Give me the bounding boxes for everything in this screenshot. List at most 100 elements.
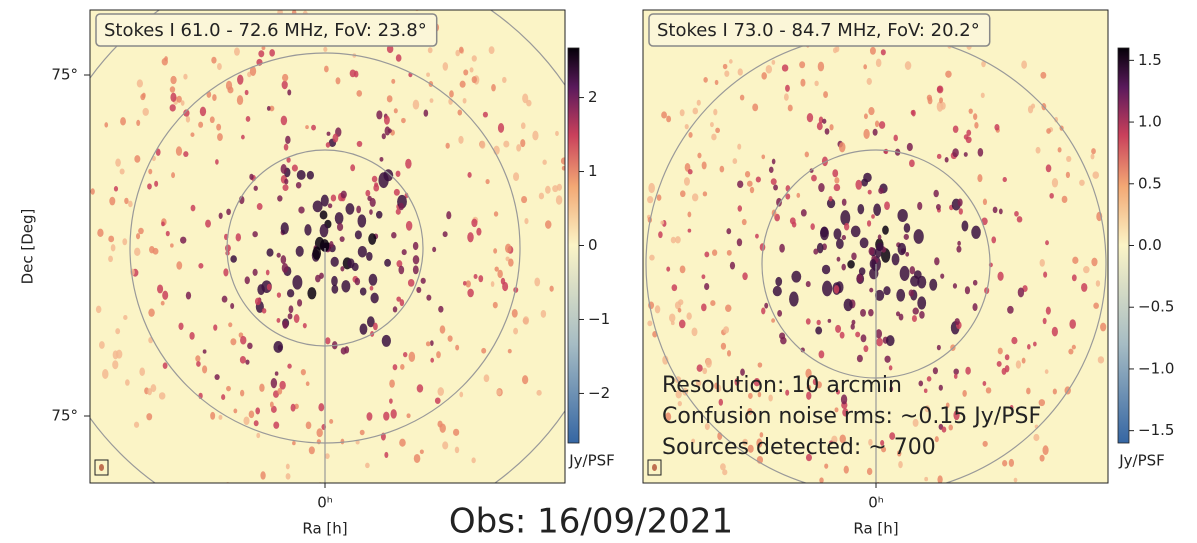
source: [392, 306, 398, 313]
source: [952, 283, 958, 289]
source: [372, 322, 378, 331]
source: [856, 354, 863, 363]
source: [269, 49, 275, 57]
source: [806, 384, 812, 391]
source: [257, 284, 265, 296]
source: [829, 124, 834, 131]
source: [1033, 341, 1037, 347]
source: [508, 258, 514, 267]
source: [282, 73, 289, 82]
source: [741, 218, 747, 226]
colorbar-tick-label: 1: [588, 162, 598, 180]
source: [324, 453, 330, 460]
source: [1068, 348, 1074, 355]
source: [390, 409, 397, 419]
source: [368, 273, 378, 286]
x-axis-label: Ra [h]: [853, 520, 898, 538]
source: [666, 266, 671, 272]
source: [497, 123, 505, 133]
source: [279, 380, 286, 390]
source: [678, 319, 686, 329]
colorbar: [1117, 47, 1130, 444]
source: [165, 230, 170, 237]
source: [1091, 148, 1096, 155]
source: [359, 323, 368, 335]
source: [734, 378, 740, 386]
source: [258, 50, 265, 58]
source: [910, 275, 920, 287]
source: [162, 290, 169, 300]
source: [851, 319, 856, 325]
source: [654, 305, 661, 314]
source: [771, 158, 776, 165]
source: [1111, 175, 1117, 185]
source: [109, 196, 116, 206]
source: [236, 95, 244, 106]
source: [618, 244, 622, 249]
source: [985, 387, 992, 394]
source: [1100, 322, 1107, 332]
source: [868, 308, 874, 317]
source: [115, 158, 121, 167]
source: [821, 156, 828, 167]
source: [679, 265, 686, 274]
source: [828, 195, 833, 202]
source: [226, 385, 231, 392]
source: [66, 276, 71, 282]
source: [503, 140, 510, 148]
source: [369, 285, 374, 291]
source: [202, 365, 208, 374]
source: [675, 236, 681, 244]
source: [829, 440, 833, 445]
source: [761, 72, 767, 80]
source: [536, 389, 542, 396]
source: [392, 364, 398, 371]
source: [437, 387, 445, 396]
source: [723, 326, 730, 334]
source: [991, 236, 997, 244]
source: [325, 142, 331, 148]
source: [482, 111, 488, 118]
source: [1069, 319, 1076, 329]
source: [968, 108, 973, 114]
source: [319, 239, 330, 252]
source: [903, 223, 911, 233]
source: [405, 220, 413, 231]
source: [720, 463, 726, 471]
source: [430, 357, 435, 363]
source: [305, 381, 310, 387]
source: [169, 104, 176, 112]
source: [239, 356, 246, 364]
source: [217, 62, 222, 71]
source: [1039, 258, 1045, 267]
source: [714, 79, 719, 86]
colorbar-tick-label: 1.5: [1138, 51, 1162, 69]
source: [230, 338, 237, 346]
source: [881, 446, 887, 453]
source: [384, 451, 389, 459]
source: [836, 238, 844, 250]
source: [320, 194, 329, 207]
y-axis-label: Dec [Deg]: [19, 209, 37, 285]
source: [884, 355, 891, 363]
source: [897, 450, 902, 457]
source: [905, 251, 910, 257]
source: [868, 107, 875, 116]
source: [680, 190, 686, 198]
source: [822, 280, 833, 297]
source: [85, 322, 89, 326]
source: [555, 130, 559, 137]
source: [273, 421, 280, 429]
source: [420, 277, 426, 284]
source: [1040, 71, 1047, 79]
source: [952, 148, 959, 158]
source: [839, 434, 846, 444]
source: [249, 66, 257, 76]
source: [923, 388, 928, 394]
source: [791, 221, 797, 228]
source: [354, 230, 362, 240]
source: [883, 286, 891, 296]
source: [800, 209, 807, 217]
source: [300, 368, 306, 376]
source: [228, 322, 233, 328]
